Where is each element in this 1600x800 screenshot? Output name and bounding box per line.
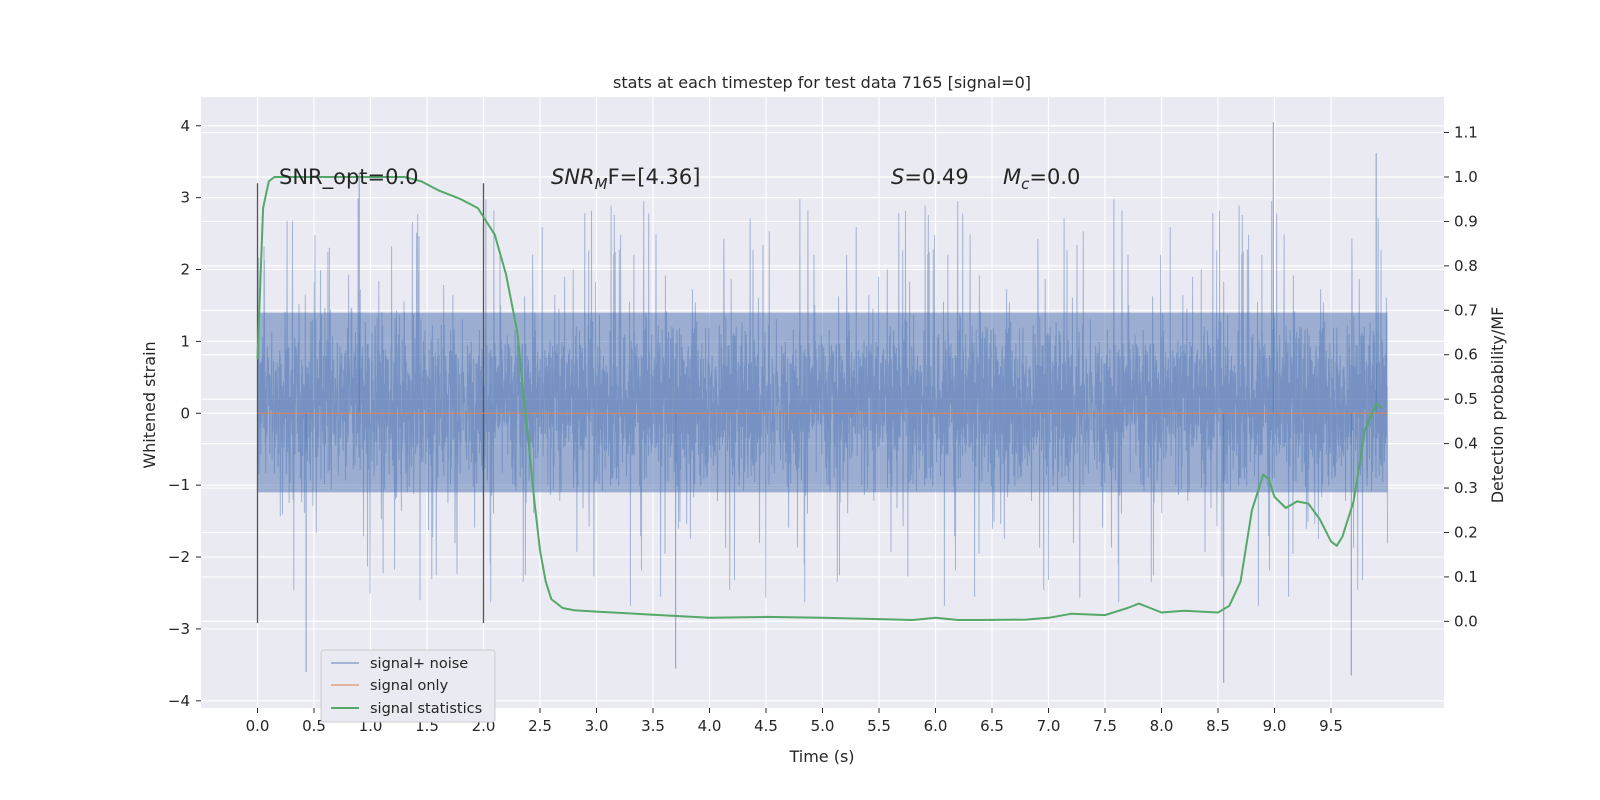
legend-item-signal-noise: signal+ noise	[331, 656, 468, 672]
y2-tick-label: 0.8	[1454, 257, 1478, 275]
y2-tick-label: 0.0	[1454, 612, 1478, 630]
axes: 0.0 0.5 1.0 1.5 2.0 2.5 3.0 3.5 4.0 4.5 5.0 5.5 6.0 6…	[168, 117, 1478, 735]
y-tick-label: −3	[168, 620, 190, 638]
y2-tick-label: 0.7	[1454, 301, 1478, 319]
y2-tick-label: 0.3	[1454, 479, 1478, 497]
y-axis-label: Whitened strain	[140, 341, 159, 468]
y-tick-label: 1	[180, 332, 190, 350]
x-tick-label: 4.5	[754, 717, 778, 735]
x-tick-label: 7.0	[1037, 717, 1061, 735]
x-tick-label: 0.5	[302, 717, 326, 735]
x-tick-label: 6.0	[924, 717, 948, 735]
annotation-mc: Mc=0.0	[1003, 165, 1080, 193]
series-signal-statistics-line	[256, 176, 1383, 621]
legend-label-signal-statistics: signal statistics	[370, 701, 482, 717]
y-tick-label: 3	[180, 189, 190, 207]
legend-item-signal-only: signal only	[331, 678, 449, 694]
y-tick-label: −2	[168, 548, 190, 566]
x-tick-label: 9.5	[1319, 717, 1343, 735]
x-tick-label: 3.0	[585, 717, 609, 735]
y2-tick-label: 0.6	[1454, 346, 1478, 364]
x-tick-label: 2.5	[528, 717, 552, 735]
x-tick-label: 3.5	[641, 717, 665, 735]
y-tick-label: −4	[168, 692, 190, 710]
chart-title: stats at each timestep for test data 716…	[613, 73, 1031, 92]
y2-tick-label: 0.4	[1454, 435, 1478, 453]
annotation-snr-mf: SNRMF=[4.36]	[551, 165, 700, 193]
y2-tick-label: 0.9	[1454, 212, 1478, 230]
legend-label-signal-noise: signal+ noise	[370, 656, 468, 672]
plot-content	[256, 122, 1388, 683]
legend-item-signal-statistics: signal statistics	[331, 701, 482, 717]
x-tick-label: 4.0	[698, 717, 722, 735]
x-tick-label: 0.0	[246, 717, 270, 735]
x-tick-label: 8.5	[1206, 717, 1230, 735]
y2-tick-label: 1.0	[1454, 168, 1478, 186]
legend: signal+ noise signal only signal statist…	[320, 649, 496, 723]
y2-tick-label: 0.2	[1454, 523, 1478, 541]
annotation-snr-opt: SNR_opt=0.0	[279, 165, 419, 190]
y2-axis-label: Detection probability/MF	[1488, 307, 1507, 504]
signal-noise-band	[257, 312, 1388, 493]
legend-label-signal-only: signal only	[370, 678, 449, 694]
series-signal-noise-line	[257, 198, 1388, 606]
y2-tick-label: 1.1	[1454, 124, 1478, 142]
x-tick-label: 7.5	[1093, 717, 1117, 735]
x-tick-label: 5.0	[811, 717, 835, 735]
x-axis-label: Time (s)	[788, 747, 854, 766]
x-tick-label: 6.5	[980, 717, 1004, 735]
y-tick-label: 0	[180, 404, 190, 422]
annotation-s: S=0.49	[891, 165, 969, 189]
x-tick-label: 8.0	[1150, 717, 1174, 735]
x-tick-label: 5.5	[867, 717, 891, 735]
y2-tick-label: 0.1	[1454, 568, 1478, 586]
x-tick-label: 9.0	[1263, 717, 1287, 735]
y-tick-label: −1	[168, 476, 190, 494]
y2-tick-label: 0.5	[1454, 390, 1478, 408]
y-tick-label: 4	[180, 117, 190, 135]
legend-box	[320, 649, 496, 723]
y-tick-label: 2	[180, 261, 190, 279]
